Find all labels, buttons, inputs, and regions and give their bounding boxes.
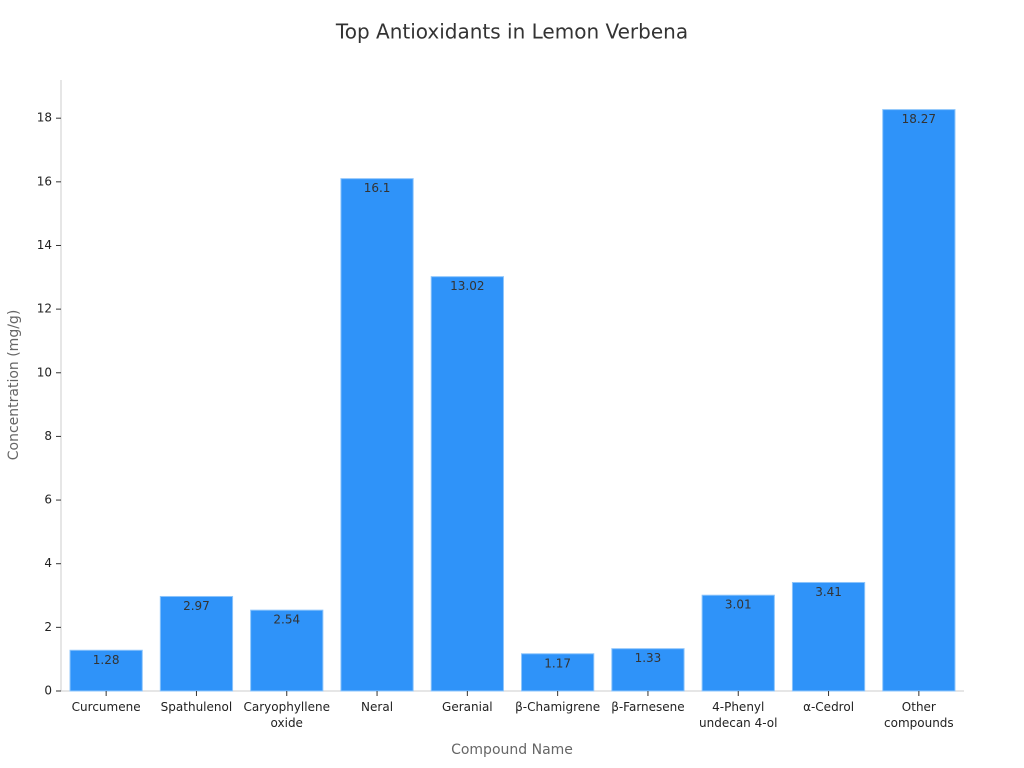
bar	[611, 648, 685, 692]
x-tick-label: Other compounds	[884, 700, 954, 730]
x-tick-label: Curcumene	[71, 700, 141, 714]
value-label: 2.54	[273, 613, 300, 627]
chart-title: Top Antioxidants in Lemon Verbena	[335, 20, 688, 44]
x-tick-label: α-Cedrol	[803, 700, 855, 714]
value-label: 1.33	[635, 651, 662, 665]
value-label: 2.97	[183, 599, 210, 613]
y-tick-label: 0	[44, 684, 52, 698]
y-tick-label: 6	[44, 493, 52, 507]
x-tick-label: Caryophyllene oxide	[243, 700, 330, 730]
bar	[882, 109, 956, 692]
y-axis-label: Concentration (mg/g)	[6, 310, 22, 461]
value-label: 13.02	[450, 279, 484, 293]
value-label: 1.28	[93, 653, 120, 667]
x-tick-label: Spathulenol	[160, 700, 233, 714]
x-tick-label: β-Chamigrene	[515, 700, 601, 714]
bar	[159, 595, 234, 692]
y-tick-label: 10	[37, 365, 52, 379]
y-tick-label: 14	[37, 238, 52, 252]
value-label: 18.27	[902, 112, 936, 126]
bar	[521, 653, 595, 692]
y-tick-label: 8	[44, 429, 52, 443]
y-tick-label: 12	[37, 302, 52, 316]
bar	[791, 581, 866, 692]
bar	[250, 609, 324, 692]
x-tick-label: Neral	[361, 700, 394, 714]
x-tick-label: Geranial	[442, 700, 493, 714]
value-label: 16.1	[364, 181, 391, 195]
bar	[69, 649, 143, 692]
y-tick-label: 16	[37, 174, 52, 188]
bar	[340, 178, 414, 692]
x-tick-label: 4-Phenyl undecan 4-ol	[699, 700, 778, 730]
value-label: 3.41	[815, 585, 842, 599]
x-axis-label: Compound Name	[451, 742, 573, 758]
value-label: 3.01	[725, 598, 752, 612]
x-tick-label: β-Farnesene	[611, 700, 685, 714]
y-tick-label: 18	[37, 111, 52, 125]
y-tick-label: 2	[44, 620, 52, 634]
value-label: 1.17	[544, 656, 571, 670]
y-tick-label: 4	[44, 556, 52, 570]
bar	[430, 276, 504, 692]
